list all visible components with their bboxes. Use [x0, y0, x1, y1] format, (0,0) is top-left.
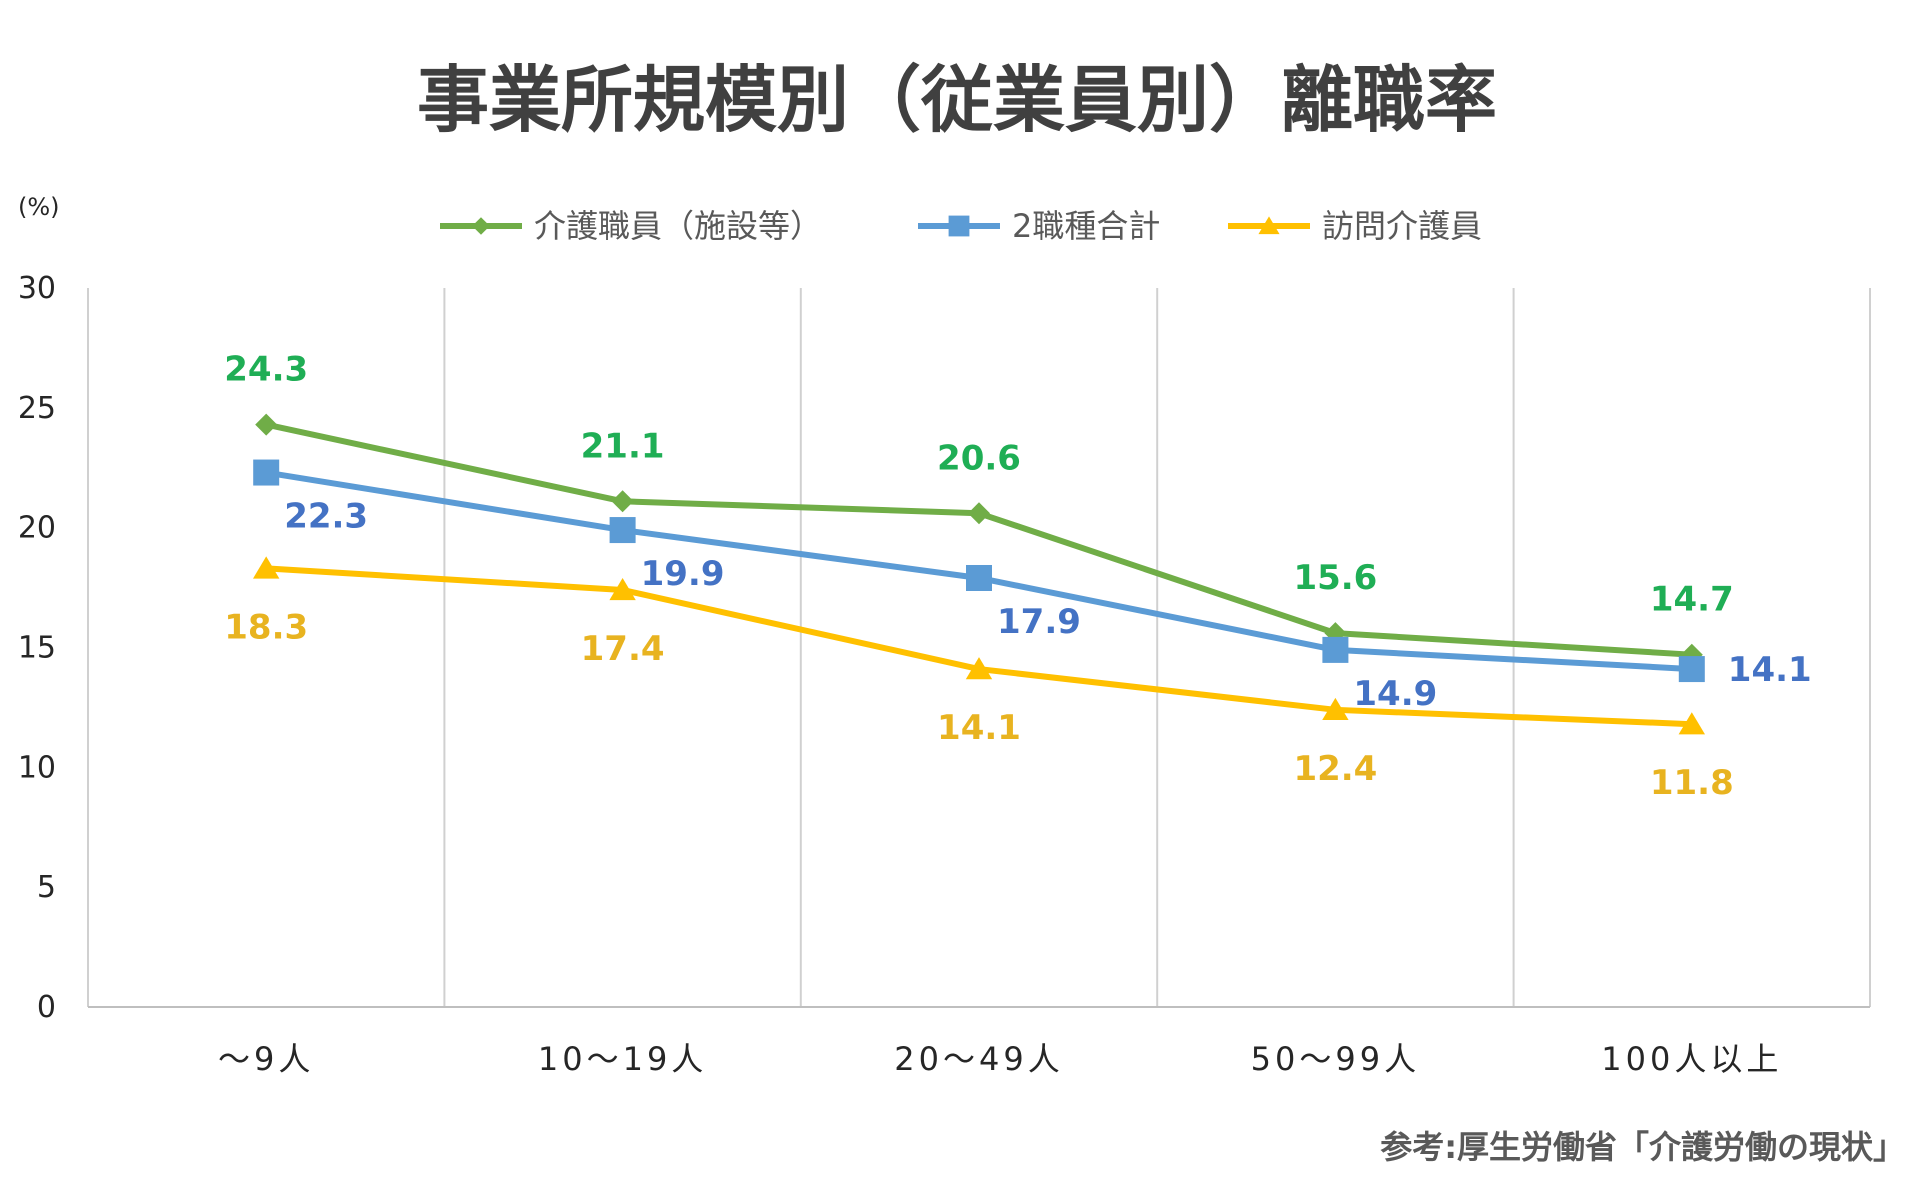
data-label: 24.3: [224, 350, 308, 390]
diamond-marker: [255, 413, 278, 436]
data-label: 21.1: [581, 426, 665, 466]
data-label: 17.9: [997, 602, 1081, 642]
data-label: 14.7: [1650, 580, 1734, 620]
y-tick-label: 30: [18, 271, 56, 306]
diamond-marker: [472, 217, 490, 235]
series-3: [253, 556, 1705, 735]
y-tick-label: 10: [18, 750, 56, 785]
diamond-marker: [611, 490, 634, 513]
legend-item: 2職種合計: [918, 207, 1160, 245]
triangle-marker: [965, 657, 993, 680]
triangle-marker: [609, 577, 636, 601]
legend: 介護職員（施設等） 2職種合計 訪問介護員: [440, 207, 1482, 245]
square-marker: [1678, 656, 1705, 683]
data-label: 14.1: [1728, 650, 1812, 690]
y-axis-ticks: 0 5 10 15 20 25 30: [18, 271, 56, 1025]
triangle-marker: [1678, 712, 1705, 735]
series-2: [253, 459, 1705, 683]
data-label: 22.3: [284, 497, 368, 537]
source-note: 参考:厚生労働省「介護労働の現状」: [1380, 1128, 1905, 1166]
data-label: 12.4: [1293, 749, 1377, 789]
x-tick-label: 10～19人: [538, 1040, 707, 1078]
triangle-marker: [1258, 216, 1280, 235]
square-marker: [253, 459, 280, 486]
square-marker: [1322, 636, 1349, 663]
plot-grid: [87, 288, 1871, 1008]
x-tick-label: 50～99人: [1251, 1040, 1420, 1078]
y-tick-label: 25: [18, 391, 56, 426]
square-marker: [948, 215, 970, 237]
y-tick-label: 15: [18, 631, 56, 666]
legend-label: 介護職員（施設等）: [534, 207, 822, 245]
data-label-layer: 24.3 21.1 20.6 15.6 14.7 22.3 19.9 17.9 14.9 14.1…: [224, 350, 1811, 804]
y-tick-label: 20: [18, 511, 56, 546]
data-label: 17.4: [581, 629, 665, 669]
y-axis-unit-label: (%): [18, 193, 60, 221]
x-tick-label: 100人以上: [1601, 1040, 1782, 1078]
x-tick-label: ～9人: [218, 1040, 314, 1078]
data-label: 14.1: [937, 708, 1021, 748]
legend-label: 訪問介護員: [1322, 207, 1482, 245]
data-label: 20.6: [937, 438, 1021, 478]
data-label: 14.9: [1353, 674, 1437, 714]
chart-title: 事業所規模別（従業員別）離職率: [417, 58, 1497, 142]
data-label: 18.3: [224, 607, 308, 647]
series-line: [263, 565, 1695, 728]
square-marker: [609, 517, 636, 544]
legend-item: 介護職員（施設等）: [440, 207, 822, 245]
y-tick-label: 5: [37, 870, 56, 905]
triangle-marker: [253, 556, 280, 579]
x-tick-label: 20～49人: [894, 1040, 1063, 1078]
legend-label: 2職種合計: [1012, 207, 1160, 245]
x-axis-ticks: ～9人 10～19人 20～49人 50～99人 100人以上: [218, 1040, 1782, 1078]
data-label: 15.6: [1293, 558, 1377, 598]
triangle-marker: [1322, 697, 1349, 721]
legend-item: 訪問介護員: [1228, 207, 1482, 245]
y-tick-label: 0: [37, 990, 56, 1025]
data-label: 19.9: [641, 554, 725, 594]
square-marker: [966, 564, 992, 591]
diamond-marker: [968, 502, 990, 525]
series-layer: [253, 413, 1705, 735]
data-label: 11.8: [1650, 763, 1734, 803]
